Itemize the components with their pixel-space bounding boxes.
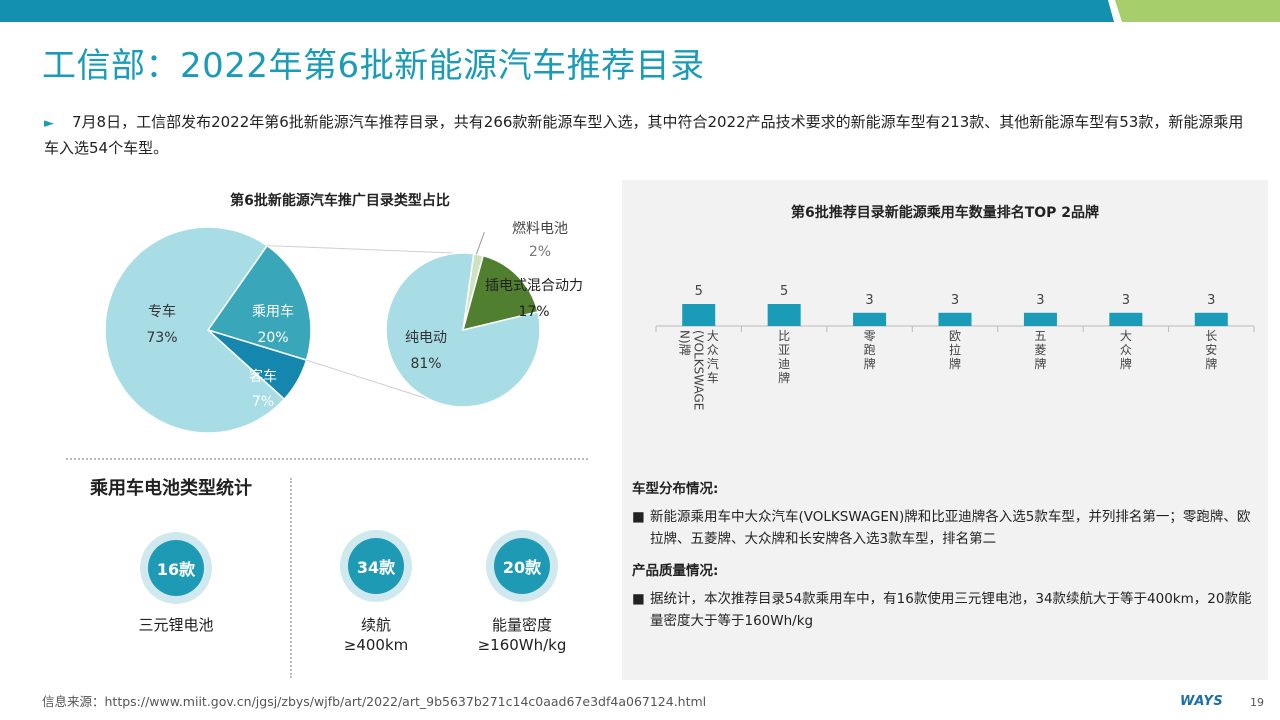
x-tick-label: 大众牌 [1120, 329, 1132, 371]
pie-chart-title: 第6批新能源汽车推广目录类型占比 [230, 193, 450, 209]
intro-text: 7月8日，工信部发布2022年第6批新能源汽车推荐目录，共有266款新能源车型入… [44, 113, 1244, 157]
battery-divider [290, 478, 292, 678]
distribution-item: ■ 新能源乘用车中大众汽车(VOLKSWAGEN)牌和比亚迪牌各入选5款车型，并… [632, 506, 1252, 550]
bar-value-label: 3 [1122, 293, 1130, 308]
battery-stat-value-2: 34款 [348, 538, 404, 594]
battery-stat-value-3: 20款 [494, 538, 550, 594]
x-tick-label: 零跑牌 [864, 329, 876, 371]
pie-slice-label: 客车 [249, 368, 277, 385]
section-divider [66, 458, 588, 460]
x-tick-label: 长安牌 [1205, 329, 1217, 371]
battery-section-title: 乘用车电池类型统计 [90, 478, 252, 499]
page-title: 工信部：2022年第6批新能源汽车推荐目录 [42, 46, 705, 86]
x-tick-label: 欧拉牌 [949, 329, 961, 371]
x-tick-label: N)牌 [678, 330, 692, 356]
pie-slice-value: 73% [146, 330, 177, 346]
bar-value-label: 3 [1207, 293, 1215, 308]
leader-line [475, 231, 485, 255]
square-bullet-icon: ■ [632, 509, 645, 525]
pie-slice-value: 2% [529, 244, 551, 260]
bar-value-label: 3 [951, 293, 959, 308]
battery-stat-label-3: 能量密度 ≥160Wh/kg [477, 616, 567, 654]
bar-value-label: 5 [780, 284, 788, 299]
battery-stat-circle-1: 16款 [140, 532, 212, 604]
source-link[interactable]: 信息来源：https://www.miit.gov.cn/jgsj/zbys/w… [42, 694, 707, 709]
bar-value-label: 3 [1036, 293, 1044, 308]
x-tick-label: 比亚迪牌 [778, 329, 790, 385]
pie-slice-value: 7% [252, 394, 274, 410]
battery-stat-label-2: 续航 ≥400km [343, 616, 409, 654]
quality-item: ■ 据统计，本次推荐目录54款乘用车中，有16款使用三元锂电池，34款续航大于等… [632, 588, 1252, 632]
pie-slice-label: 专车 [148, 303, 176, 320]
bar [767, 304, 801, 326]
bar [938, 312, 972, 326]
bar [853, 312, 887, 326]
pie-slice-label: 乘用车 [252, 303, 294, 320]
x-tick-label: (VOLKSWAGE [692, 330, 706, 410]
header-accent-bar [0, 0, 1280, 22]
pie-slice [461, 254, 539, 332]
bar [682, 304, 716, 326]
pie-slice [206, 244, 312, 362]
bar [1194, 312, 1228, 326]
bar-value-label: 3 [865, 293, 873, 308]
brand-ranking-panel [622, 180, 1268, 680]
pie-slice-value: 17% [518, 304, 549, 320]
quality-heading: 产品质量情况: [632, 563, 719, 579]
pie-slice-label: 纯电动 [405, 330, 447, 346]
pie-slice [104, 226, 286, 434]
triangle-right-icon: ► [44, 116, 54, 131]
pie-slice-value: 81% [410, 356, 441, 372]
bar-chart-title: 第6批推荐目录新能源乘用车数量排名TOP 2品牌 [790, 205, 1100, 221]
distribution-heading: 车型分布情况: [632, 481, 719, 497]
distribution-item-text: 新能源乘用车中大众汽车(VOLKSWAGEN)牌和比亚迪牌各入选5款车型，并列排… [650, 509, 1251, 547]
pie-slice [385, 252, 541, 408]
square-bullet-icon: ■ [632, 591, 645, 607]
type-share-pie-charts: 专车 73% 乘用车 20% 客车 7% 燃料电池 2% 插电式混合动力 17% 纯电动 81% [104, 220, 583, 434]
bar-value-label: 5 [695, 284, 703, 299]
x-tick-label: 大众汽车 [707, 329, 719, 385]
quality-item-text: 据统计，本次推荐目录54款乘用车中，有16款使用三元锂电池，34款续航大于等于4… [650, 591, 1252, 629]
battery-stat-circle-2: 34款 [340, 530, 412, 602]
battery-stat-circle-3: 20款 [486, 530, 558, 602]
ways-logo: WAYS [1180, 694, 1224, 709]
battery-stat-label-1: 三元锂电池 [138, 616, 214, 634]
bar [1109, 312, 1143, 326]
brand-ranking-bar-chart: 5 大众汽车(VOLKSWAGEN)牌 5 比亚迪牌 3 零跑牌 3 欧拉牌 3 五菱牌 3 大众牌 3… [655, 284, 1255, 410]
connector-line [267, 245, 454, 254]
battery-stat-value-1: 16款 [148, 540, 204, 596]
pie-slice-value: 20% [257, 330, 288, 346]
x-tick-label: 五菱牌 [1034, 329, 1046, 371]
distribution-notes: 车型分布情况: ■ 新能源乘用车中大众汽车(VOLKSWAGEN)牌和比亚迪牌各… [632, 478, 1252, 642]
pie-slice-label: 燃料电池 [512, 220, 568, 237]
page-number: 19 [1250, 696, 1264, 709]
intro-paragraph: ► 7月8日，工信部发布2022年第6批新能源汽车推荐目录，共有266款新能源车型… [44, 110, 1244, 160]
pie-slice-label: 插电式混合动力 [485, 278, 583, 294]
bar [1023, 312, 1057, 326]
